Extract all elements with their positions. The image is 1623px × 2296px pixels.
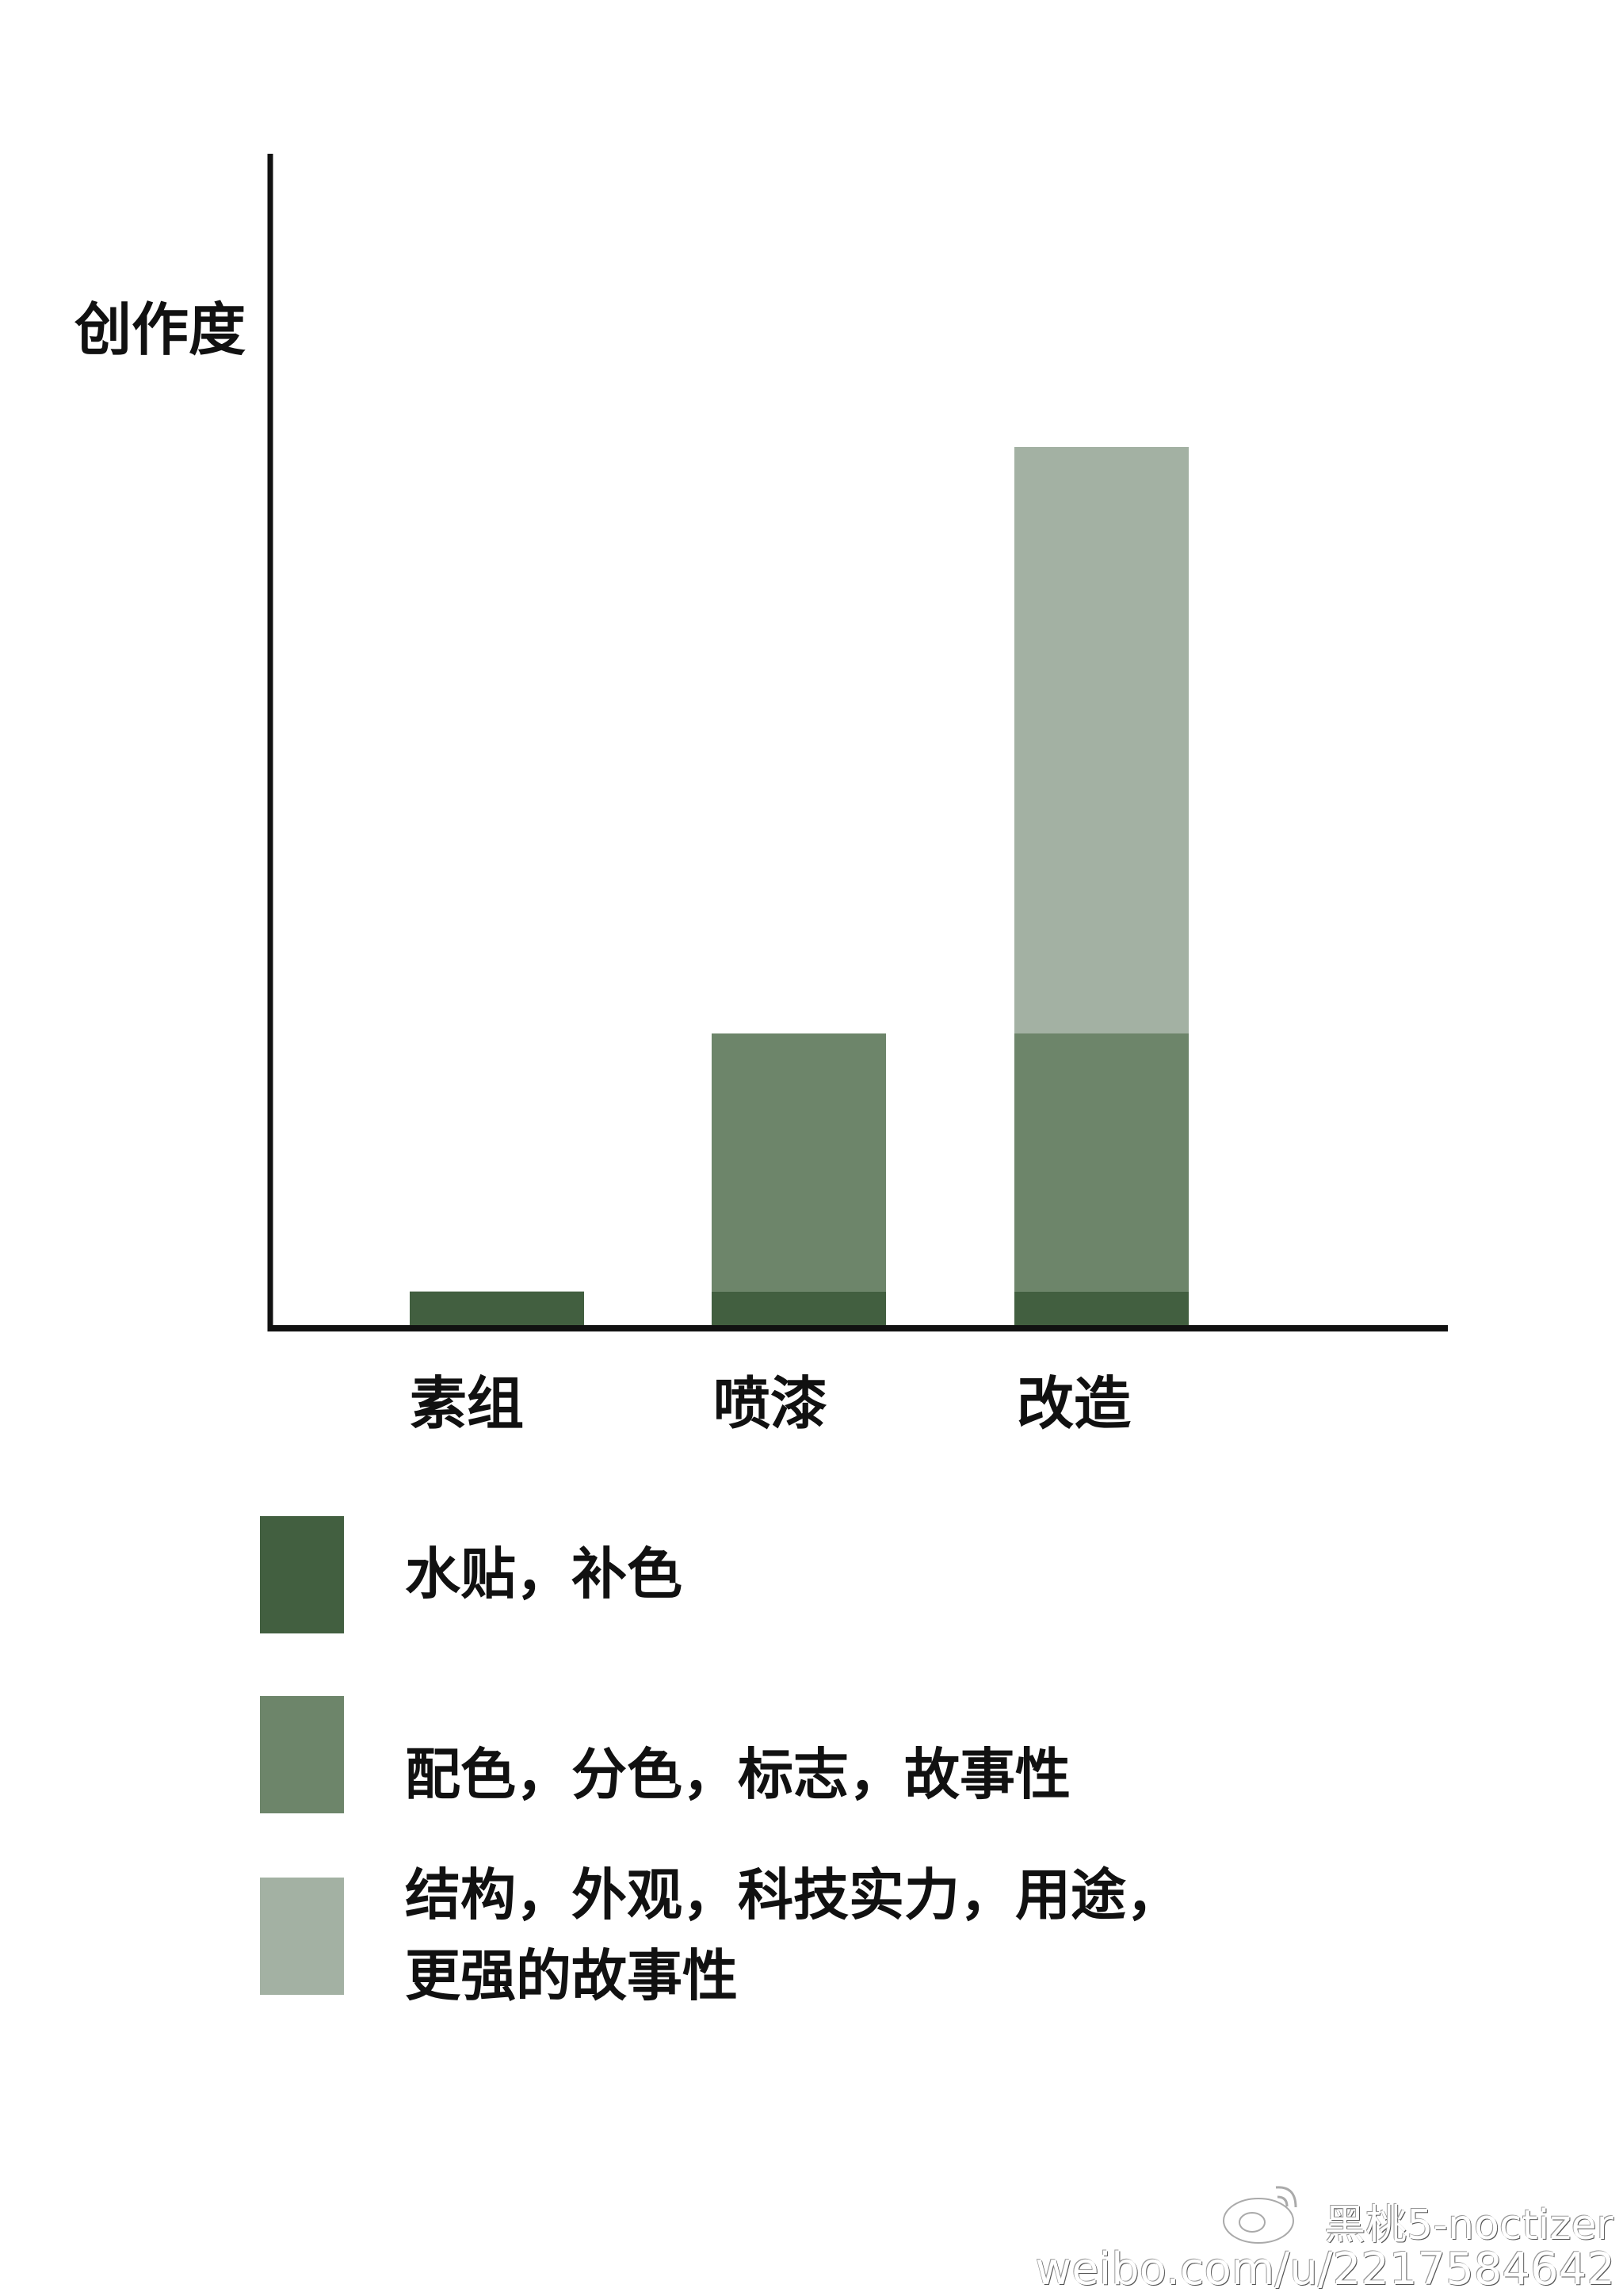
legend-swatch xyxy=(260,1878,344,1995)
watermark-url: weibo.com/u/2217584642 xyxy=(1035,2244,1615,2295)
legend-label: 配色，分色，标志，故事性 xyxy=(405,1742,1071,1807)
watermark-username: 黑桃5-noctizer xyxy=(1324,2202,1613,2249)
bar-segment xyxy=(1014,1291,1189,1327)
stacked-bar-chart xyxy=(267,154,1448,1331)
legend-label: 水贴，补色 xyxy=(405,1541,682,1606)
bar-segment xyxy=(712,1291,886,1327)
legend-label: 结构，外观，科技实力，用途， xyxy=(405,1862,1182,1927)
bar-segment xyxy=(1014,1033,1189,1292)
legend-swatch xyxy=(260,1696,344,1813)
x-tick-label: 改造 xyxy=(1017,1370,1132,1437)
x-tick-label: 喷漆 xyxy=(713,1370,828,1437)
legend-label: 更强的故事性 xyxy=(405,1943,738,2008)
bar-segment xyxy=(410,1291,584,1327)
y-axis-label: 创作度 xyxy=(74,296,246,363)
legend-swatch xyxy=(260,1516,344,1633)
bar-segment xyxy=(1014,447,1189,1033)
x-tick-label: 素组 xyxy=(410,1370,525,1437)
bar-segment xyxy=(712,1033,886,1292)
weibo-logo-icon xyxy=(1223,2186,1297,2244)
bars-group xyxy=(410,447,1189,1327)
